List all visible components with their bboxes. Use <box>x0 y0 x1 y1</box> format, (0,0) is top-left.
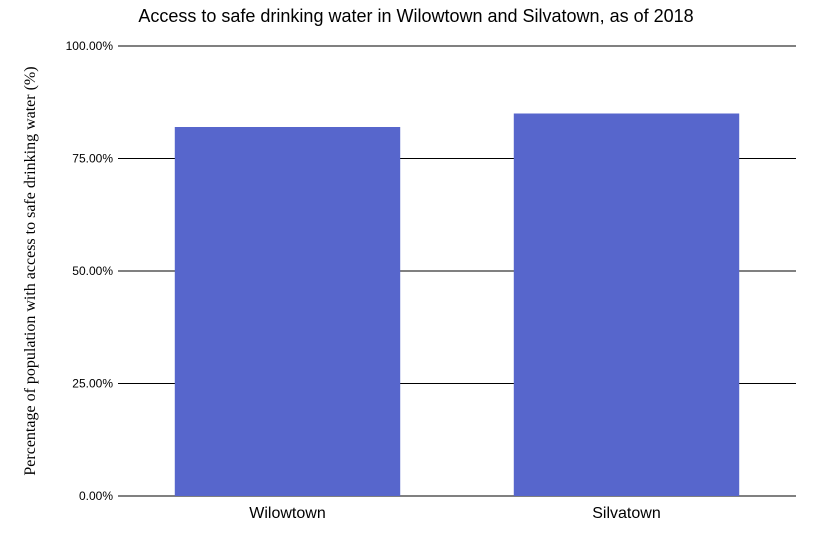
chart-title: Access to safe drinking water in Wilowto… <box>138 6 693 26</box>
x-tick-label: Wilowtown <box>249 505 325 522</box>
y-tick-label: 75.00% <box>72 152 113 166</box>
bar-wilowtown <box>174 127 401 496</box>
bar-silvatown <box>513 113 740 496</box>
x-tick-label: Silvatown <box>592 505 660 522</box>
y-tick-label: 25.00% <box>72 377 113 391</box>
y-tick-label: 100.00% <box>66 39 114 53</box>
x-tick-labels: Wilowtown Silvatown <box>249 505 660 522</box>
y-tick-label: 0.00% <box>79 489 113 503</box>
y-tick-label: 50.00% <box>72 264 113 278</box>
y-axis-label: Percentage of population with access to … <box>22 66 39 475</box>
y-tick-labels: 0.00% 25.00% 50.00% 75.00% 100.00% <box>66 39 114 503</box>
bars <box>174 113 740 496</box>
